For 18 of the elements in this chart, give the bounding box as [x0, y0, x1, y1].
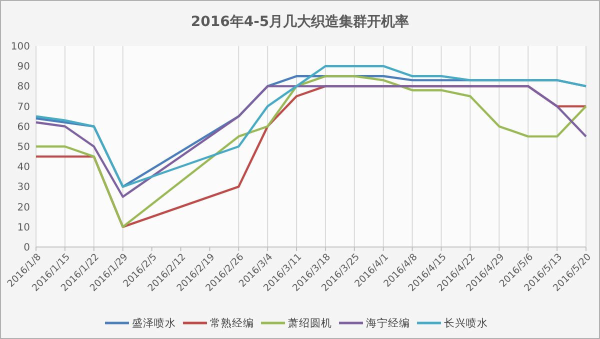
line-series — [34, 85, 588, 198]
legend-label: 长兴喷水 — [444, 316, 488, 330]
y-tick-label: 60 — [17, 122, 30, 133]
y-tick-label: 70 — [17, 102, 30, 113]
y-tick-label: 90 — [17, 62, 30, 73]
chart-title: 2016年4-5月几大织造集群开机率 — [190, 13, 410, 30]
y-tick-label: 40 — [17, 162, 30, 174]
legend-label: 盛泽喷水 — [132, 316, 176, 330]
legend-label: 海宁经编 — [366, 316, 410, 330]
legend-label: 萧绍圆机 — [288, 316, 332, 330]
y-tick-label: 50 — [17, 142, 30, 153]
y-tick-label: 0 — [24, 242, 30, 254]
y-tick-label: 80 — [17, 82, 30, 93]
legend-label: 常熟经编 — [210, 316, 254, 330]
y-tick-label: 30 — [17, 182, 30, 194]
y-tick-label: 20 — [17, 202, 30, 214]
y-tick-label: 100 — [10, 42, 30, 52]
y-tick-label: 10 — [17, 222, 30, 234]
